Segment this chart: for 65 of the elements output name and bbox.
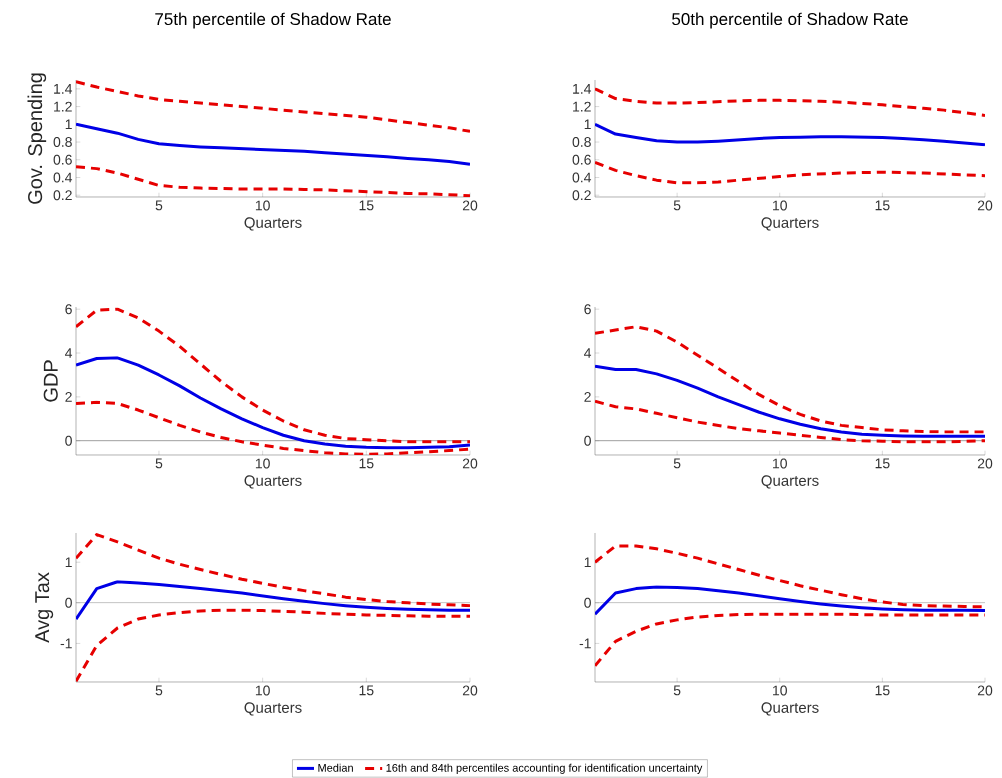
x-tick-label: 10 <box>255 458 270 469</box>
y-tick-label: 2 <box>584 391 591 402</box>
x-tick-label: 20 <box>462 685 478 696</box>
y-tick-label: 1.2 <box>54 101 72 112</box>
y-tick-label: -1 <box>579 638 591 649</box>
y-tick-label: 1.4 <box>54 84 73 94</box>
x-tick-label: 5 <box>155 458 163 469</box>
y-tick-label: 2 <box>65 391 72 402</box>
x-axis-title: Quarters <box>244 702 302 716</box>
y-tick-label: 1.4 <box>573 84 592 94</box>
x-tick-label: 5 <box>673 685 681 696</box>
y-axis-title: Avg Tax <box>35 572 54 643</box>
y-tick-label: 1 <box>584 119 591 130</box>
y-tick-label: 0.4 <box>572 172 592 183</box>
y-tick-label: 6 <box>584 304 591 315</box>
x-tick-label: 10 <box>773 200 787 211</box>
x-axis-title: Quarters <box>244 475 302 489</box>
y-axis-title: Gov. Spending <box>27 73 47 204</box>
y-tick-label: 0 <box>65 597 72 608</box>
y-tick-label: 1 <box>65 557 72 568</box>
x-tick-label: 15 <box>359 458 374 469</box>
y-axis-title: GDP <box>43 360 58 402</box>
legend-label: 16th and 84th percentiles accounting for identification uncertainty <box>386 763 703 774</box>
x-tick-label: 20 <box>977 200 993 211</box>
x-tick-label: 5 <box>673 458 681 469</box>
y-tick-label: 0.2 <box>53 190 72 201</box>
x-tick-label: 15 <box>875 458 890 469</box>
x-tick-label: 20 <box>977 458 993 469</box>
x-tick-label: 20 <box>462 200 478 211</box>
y-tick-label: 0.6 <box>572 154 591 165</box>
x-tick-label: 20 <box>977 685 993 696</box>
x-axis-title: Quarters <box>761 475 819 489</box>
y-tick-label: 6 <box>65 304 72 315</box>
x-tick-label: 10 <box>773 685 787 696</box>
y-tick-label: -1 <box>60 638 72 649</box>
y-tick-label: 0 <box>65 435 72 446</box>
legend-label: Median <box>318 763 353 772</box>
chart-title: 50th percentile of Shadow Rate <box>672 12 908 29</box>
chart-title: 75th percentile of Shadow Rate <box>155 12 391 29</box>
x-tick-label: 15 <box>359 685 374 696</box>
x-axis-title: Quarters <box>244 217 302 231</box>
x-tick-label: 5 <box>155 200 163 211</box>
x-axis-title: Quarters <box>761 702 819 716</box>
y-tick-label: 0 <box>584 597 591 608</box>
y-tick-label: 4 <box>584 348 592 358</box>
y-tick-label: 1.2 <box>573 101 591 112</box>
x-tick-label: 15 <box>875 685 890 696</box>
x-axis-title: Quarters <box>761 217 819 231</box>
x-tick-label: 10 <box>773 458 787 469</box>
x-tick-label: 20 <box>462 458 478 469</box>
x-tick-label: 10 <box>255 200 270 211</box>
x-tick-label: 5 <box>673 200 681 211</box>
y-tick-label: 4 <box>65 348 73 358</box>
x-tick-label: 10 <box>255 685 270 696</box>
x-tick-label: 15 <box>359 200 374 211</box>
y-tick-label: 0 <box>584 435 591 446</box>
y-tick-label: 0.8 <box>53 137 72 147</box>
y-tick-label: 1 <box>65 119 72 130</box>
y-tick-label: 0.2 <box>572 190 591 201</box>
x-tick-label: 15 <box>875 200 890 211</box>
y-tick-label: 0.4 <box>53 172 73 183</box>
y-tick-label: 1 <box>584 557 591 568</box>
y-tick-label: 0.8 <box>572 137 591 147</box>
x-tick-label: 5 <box>155 685 163 696</box>
y-tick-label: 0.6 <box>53 154 72 165</box>
